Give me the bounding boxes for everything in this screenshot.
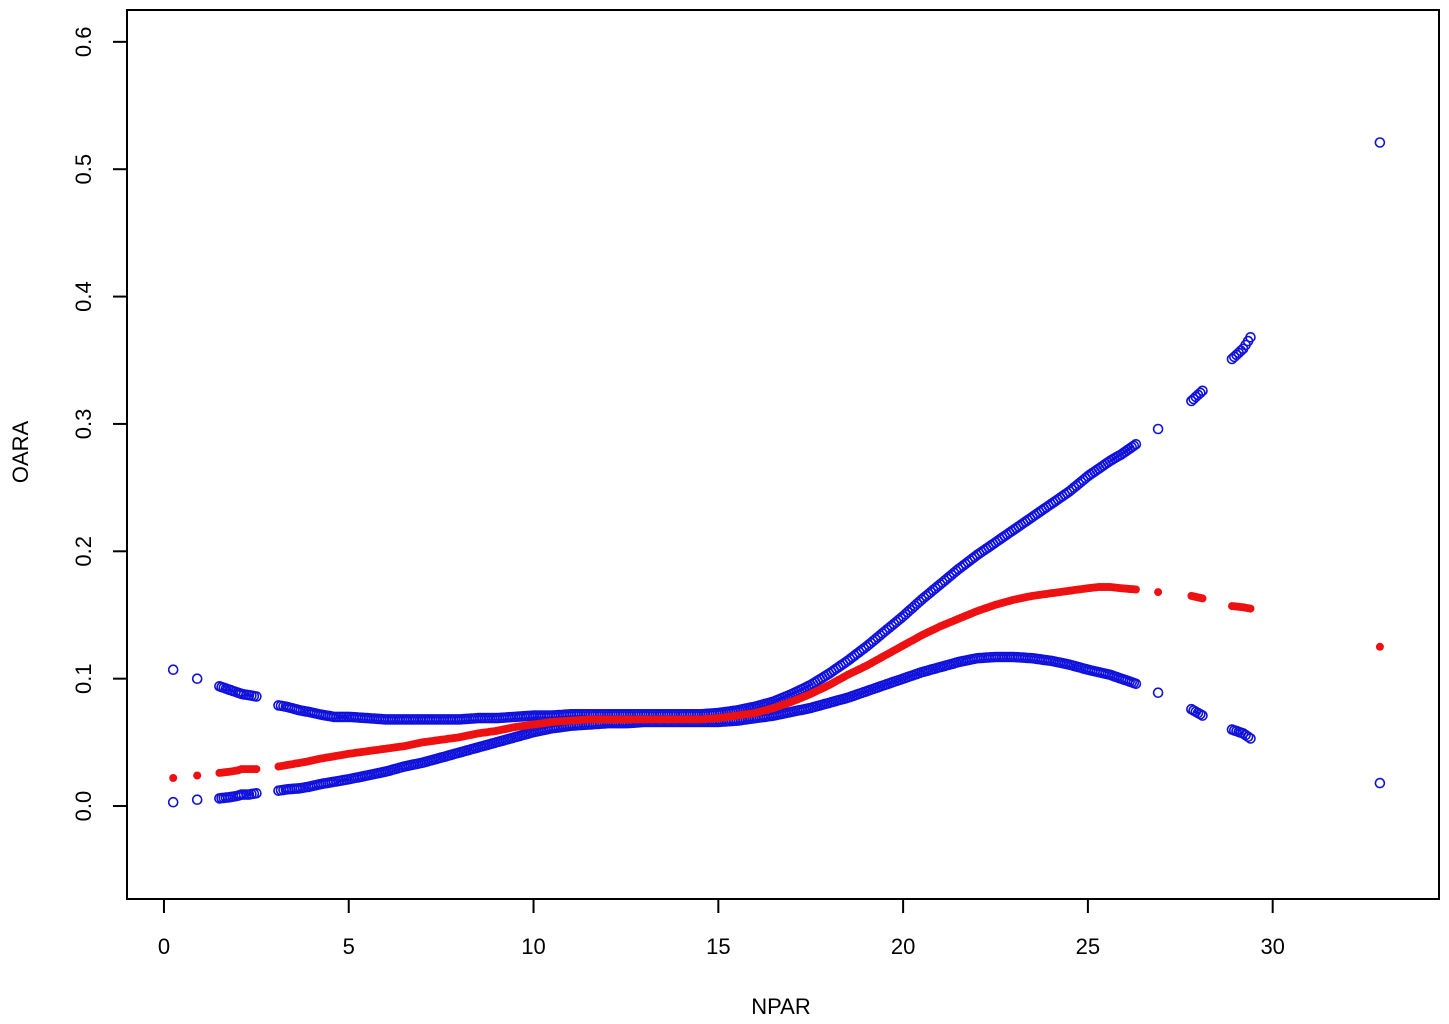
x-tick-label: 30 — [1260, 934, 1284, 959]
lower-ci-point — [1195, 708, 1206, 720]
y-tick-label: 0.1 — [71, 663, 96, 694]
x-axis: 0 5 10 15 20 25 30 — [158, 898, 1285, 959]
x-tick-label: 10 — [521, 934, 545, 959]
upper-ci-point — [251, 691, 262, 702]
upper-ci-series — [167, 137, 1386, 725]
fit-point — [169, 774, 178, 782]
lower-ci-point — [191, 794, 203, 806]
fit-point — [252, 765, 261, 774]
upper-ci-point — [191, 673, 203, 685]
y-tick-label: 0.6 — [71, 27, 96, 58]
y-tick-label: 0.4 — [71, 281, 96, 312]
upper-ci-point — [1130, 438, 1142, 450]
y-tick-label: 0.3 — [71, 409, 96, 440]
fit-point — [1131, 585, 1140, 594]
lower-ci-point — [251, 787, 262, 799]
lower-ci-point — [1130, 678, 1142, 690]
fit-point — [193, 771, 202, 780]
x-tick-label: 20 — [891, 934, 915, 959]
fit-point — [1246, 604, 1255, 613]
lower-ci-point — [1242, 731, 1254, 743]
upper-ci-point — [1128, 440, 1140, 452]
lower-ci-series — [167, 651, 1386, 808]
x-tick-label: 5 — [343, 934, 355, 959]
fit-series — [169, 583, 1384, 782]
lower-ci-point — [1152, 687, 1164, 699]
upper-ci-point — [1152, 423, 1164, 435]
upper-ci-point — [1195, 387, 1206, 399]
fit-point — [1375, 642, 1384, 651]
upper-ci-point — [1197, 385, 1208, 397]
x-axis-title: NPAR — [751, 994, 811, 1019]
lower-ci-point — [1374, 777, 1386, 789]
fit-point — [1198, 594, 1207, 603]
x-tick-label: 25 — [1076, 934, 1100, 959]
y-tick-label: 0.5 — [71, 154, 96, 185]
upper-ci-point — [1374, 137, 1386, 148]
fit-point — [1154, 588, 1163, 597]
y-tick-label: 0.0 — [71, 791, 96, 822]
y-axis-title: OARA — [8, 421, 33, 484]
y-tick-label: 0.2 — [71, 536, 96, 567]
x-tick-label: 0 — [158, 934, 170, 959]
upper-ci-point — [167, 664, 179, 676]
plot-frame — [126, 9, 1440, 900]
y-axis: 0.0 0.1 0.2 0.3 0.4 0.5 0.6 — [71, 27, 128, 822]
lower-ci-point — [1197, 710, 1208, 721]
x-tick-label: 15 — [706, 934, 730, 959]
lower-ci-point — [167, 796, 179, 808]
upper-ci-point — [1245, 331, 1256, 343]
lower-ci-point — [1245, 733, 1256, 744]
